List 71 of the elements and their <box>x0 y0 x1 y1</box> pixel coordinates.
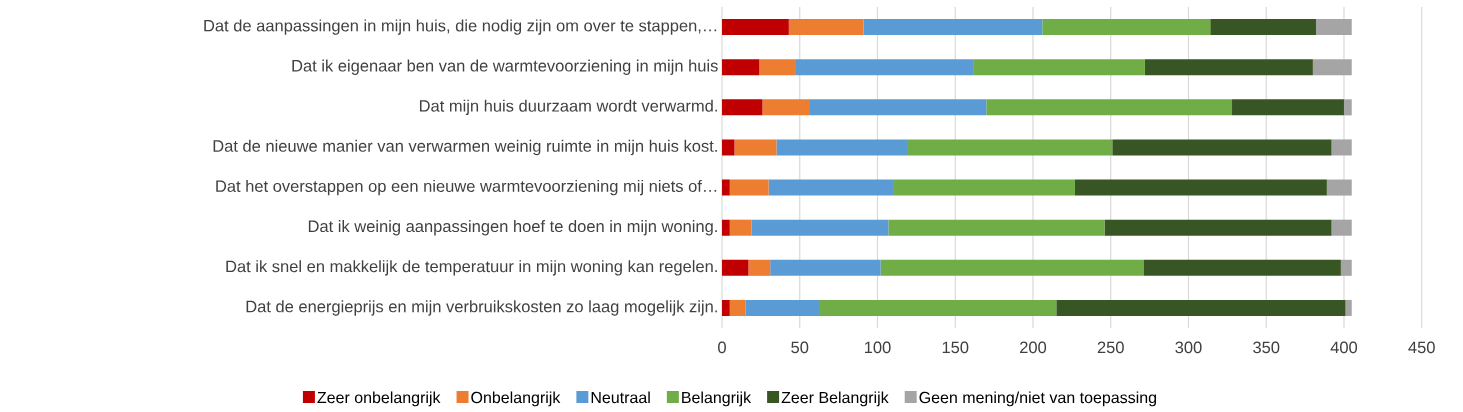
bar <box>1326 179 1352 196</box>
bar <box>788 19 864 36</box>
bar <box>729 179 769 196</box>
bar <box>1343 99 1352 116</box>
bar <box>1112 139 1332 156</box>
bar <box>722 99 763 116</box>
bar <box>1331 139 1352 156</box>
y-tick-label: Dat ik weinig aanpassingen hoef te doen in mijn woning. <box>308 220 717 236</box>
bar <box>722 179 730 196</box>
bar <box>819 299 1057 316</box>
legend-label: Zeer Belangrijk <box>781 391 889 407</box>
bar <box>722 19 789 36</box>
legend-label: Onbelangrijk <box>471 391 561 407</box>
bar <box>751 219 889 236</box>
x-tick-label: 450 <box>1408 341 1435 354</box>
x-tick-label: 250 <box>1097 341 1124 354</box>
bar <box>1104 219 1332 236</box>
bar <box>745 299 820 316</box>
bar <box>809 99 987 116</box>
y-tick-label: Dat de nieuwe manier van verwarmen weinig ruimte in mijn huis kost. <box>213 139 717 156</box>
bar <box>1232 99 1344 116</box>
bar <box>1210 19 1316 36</box>
bar <box>863 19 1043 36</box>
bar <box>795 59 974 76</box>
bar <box>729 219 752 236</box>
bar <box>888 219 1105 236</box>
bar <box>973 59 1145 76</box>
legend-label: Neutraal <box>591 391 650 404</box>
bar <box>1144 59 1313 76</box>
bar <box>1312 59 1352 76</box>
bar <box>722 59 760 76</box>
bar <box>768 179 894 196</box>
bar <box>759 59 796 76</box>
bar <box>986 99 1233 116</box>
bar <box>748 259 771 276</box>
x-tick-label: 150 <box>942 341 969 354</box>
legend-label: Zeer onbelangrijk <box>317 391 441 407</box>
bar <box>1074 179 1327 196</box>
bar <box>880 259 1144 276</box>
bar <box>1340 259 1352 276</box>
x-tick-label: 400 <box>1330 341 1358 354</box>
y-tick-label: Dat ik snel en makkelijk de temperatuur in mijn woning kan regelen. <box>226 260 717 276</box>
bar <box>722 219 730 236</box>
bar <box>1315 19 1352 36</box>
bar <box>762 99 810 116</box>
x-tick-label: 200 <box>1020 341 1047 354</box>
bar <box>1345 299 1352 316</box>
bar <box>734 139 777 156</box>
bar <box>893 179 1075 196</box>
bar <box>1042 19 1211 36</box>
bar <box>907 139 1113 156</box>
y-tick-label: Dat de aanpassingen in mijn huis, die nodig zijn om over te stappen,… <box>204 19 717 35</box>
y-tick-label: Dat mijn huis duurzaam wordt verwarmd. <box>419 99 717 115</box>
x-tick-label: 0 <box>718 341 726 354</box>
bar <box>722 299 730 316</box>
legend-label: Belangrijk <box>682 391 752 407</box>
y-tick-label: Dat het overstappen op een nieuwe warmtevoorziening mij niets of… <box>216 179 717 196</box>
bar <box>1331 219 1352 236</box>
x-tick-label: 50 <box>791 341 809 354</box>
y-tick-label: Dat ik eigenaar ben van de warmtevoorziening in mijn huis <box>292 59 718 75</box>
x-tick-label: 350 <box>1253 341 1280 354</box>
bar <box>722 259 749 276</box>
bar <box>776 139 908 156</box>
x-tick-label: 300 <box>1175 341 1202 354</box>
bar <box>1143 259 1341 276</box>
bar <box>729 299 746 316</box>
bar <box>1056 299 1346 316</box>
y-tick-label: Dat de energieprijs en mijn verbruikskosten zo laag mogelijk zijn. <box>246 300 717 316</box>
x-tick-label: 100 <box>864 341 891 354</box>
bar <box>770 259 881 276</box>
legend-label: Geen mening/niet van toepassing <box>919 391 1157 407</box>
